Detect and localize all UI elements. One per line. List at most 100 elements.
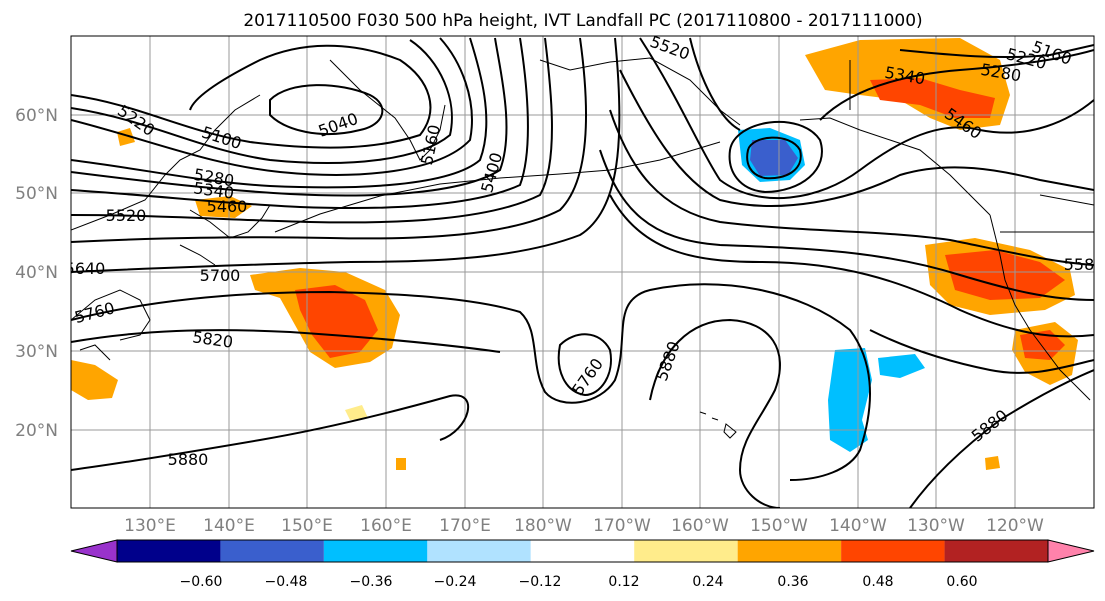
colorbar-tick-label: 0.60 xyxy=(946,574,977,590)
contour-5880-west xyxy=(71,394,469,471)
ivt-core-southwest xyxy=(1020,330,1065,360)
lon-label: 160°W xyxy=(671,516,729,536)
contour-5700-east xyxy=(609,194,1094,338)
ivt-region-small-kamchatka xyxy=(117,128,135,146)
colorbar-tick-label: −0.24 xyxy=(434,574,477,590)
lat-label: 50°N xyxy=(15,184,58,204)
colorbar-tick-label: 0.12 xyxy=(608,574,639,590)
lon-label: 120°W xyxy=(986,516,1044,536)
contour-5460-west xyxy=(71,37,529,210)
ivt-negative-shading xyxy=(738,128,925,452)
map-frame xyxy=(70,35,1095,509)
lon-label: 140°W xyxy=(829,516,887,536)
ivt-neg-region-northeast-pacific xyxy=(828,348,872,452)
colorbar-segment xyxy=(634,540,738,562)
height-contours xyxy=(71,37,1094,508)
lon-label: 180°W xyxy=(514,516,572,536)
contour-5340-west xyxy=(71,37,508,197)
ivt-region-small-1 xyxy=(345,405,368,420)
contour-label: 5880 xyxy=(168,450,209,469)
contour-5640 xyxy=(71,37,587,243)
colorbar-tick-label: 0.36 xyxy=(777,574,808,590)
coast-hawaii xyxy=(699,411,737,439)
contour-label: 5520 xyxy=(106,206,147,225)
contour-5520-west xyxy=(71,37,553,224)
contour-label: 5700 xyxy=(200,266,241,285)
colorbar-tick-label: −0.12 xyxy=(519,574,562,590)
ivt-core-west-coast xyxy=(945,250,1065,300)
contour-5820 xyxy=(71,329,501,353)
contour-5100 xyxy=(71,44,432,149)
contour-alaska-low-mid xyxy=(728,120,823,194)
contour-5040-low xyxy=(269,84,384,136)
ivt-core-nw-pacific xyxy=(295,285,378,358)
contour-5520-east xyxy=(619,69,1094,207)
colorbar-segment xyxy=(530,540,635,562)
lon-label: 150°W xyxy=(750,516,808,536)
lon-label: 130°E xyxy=(124,516,176,536)
graticule xyxy=(71,36,1094,508)
ivt-region-west-edge xyxy=(71,360,118,400)
contour-5880-southeast xyxy=(909,369,1094,508)
colorbar-extend-min xyxy=(70,539,118,563)
lat-label: 20°N xyxy=(15,421,58,441)
colorbar-segment xyxy=(220,540,324,562)
colorbar-segment xyxy=(737,540,842,562)
ivt-neg-core-alaska-low xyxy=(750,140,798,176)
ivt-core-gulf-alaska xyxy=(870,78,995,118)
colorbar-segment xyxy=(944,540,1048,562)
coast-north-america xyxy=(989,214,1091,401)
ivt-neg-region-small-east xyxy=(878,354,925,378)
contour-label: 5640 xyxy=(65,259,106,278)
contour-label: 5460 xyxy=(207,197,248,216)
coast-japan xyxy=(179,204,271,266)
lon-label: 170°W xyxy=(593,516,651,536)
ivt-region-small-2 xyxy=(396,458,406,470)
lon-label: 150°E xyxy=(281,516,333,536)
contour-5340-east xyxy=(689,37,1094,131)
latitude-labels: 60°N 50°N 40°N 30°N 20°N xyxy=(15,106,58,441)
longitude-labels: 130°E 140°E 150°E 160°E 170°E 180°W 170°… xyxy=(124,516,1044,536)
lat-label: 30°N xyxy=(15,342,58,362)
coast-kamchatka xyxy=(329,59,446,161)
colorbar-tick-label: −0.36 xyxy=(350,574,393,590)
contour-5760-west xyxy=(71,283,871,481)
lat-label: 40°N xyxy=(15,263,58,283)
contour-alaska-low-inner xyxy=(746,136,802,180)
lon-label: 140°E xyxy=(203,516,255,536)
colorbar-segment xyxy=(323,540,428,562)
contour-5160 xyxy=(71,39,453,164)
figure-title: 2017110500 F030 500 hPa height, IVT Land… xyxy=(243,11,922,31)
contour-label: 558 xyxy=(1064,255,1095,274)
contour-5280-west xyxy=(71,37,488,189)
colorbar-tick-label: 0.24 xyxy=(692,574,723,590)
colorbar-tick-label: −0.60 xyxy=(180,574,223,590)
colorbar-tick-label: −0.48 xyxy=(265,574,308,590)
lon-label: 170°E xyxy=(439,516,491,536)
border-us-canada xyxy=(849,60,1094,233)
contour-5460-east xyxy=(639,37,1094,200)
colorbar-tick-label: 0.48 xyxy=(862,574,893,590)
colorbar xyxy=(70,539,1095,563)
contour-5580-east xyxy=(609,109,1094,266)
map-panel: 5220 5100 5040 5160 5280 5340 5460 5520 … xyxy=(65,35,1095,509)
contour-5220 xyxy=(71,37,473,176)
lon-label: 130°W xyxy=(907,516,965,536)
lat-label: 60°N xyxy=(15,106,58,126)
colorbar-extend-max xyxy=(1047,539,1095,563)
colorbar-ticks: −0.60 −0.48 −0.36 −0.24 −0.12 0.12 0.24 … xyxy=(180,574,978,590)
colorbar-segment xyxy=(117,540,221,562)
contour-5880-east xyxy=(649,318,781,508)
colorbar-segment xyxy=(427,540,531,562)
contour-5700 xyxy=(71,37,621,273)
lon-label: 160°E xyxy=(360,516,412,536)
contour-5280-east xyxy=(899,44,1094,59)
contour-5640-east xyxy=(599,149,1094,301)
ivt-positive-shading xyxy=(71,38,1078,470)
contour-5820-east xyxy=(869,329,1094,374)
ivt-region-small-3 xyxy=(985,456,1000,470)
contour-5760-small xyxy=(557,333,612,397)
colorbar-segment xyxy=(841,540,945,562)
coast-asia xyxy=(71,94,261,361)
